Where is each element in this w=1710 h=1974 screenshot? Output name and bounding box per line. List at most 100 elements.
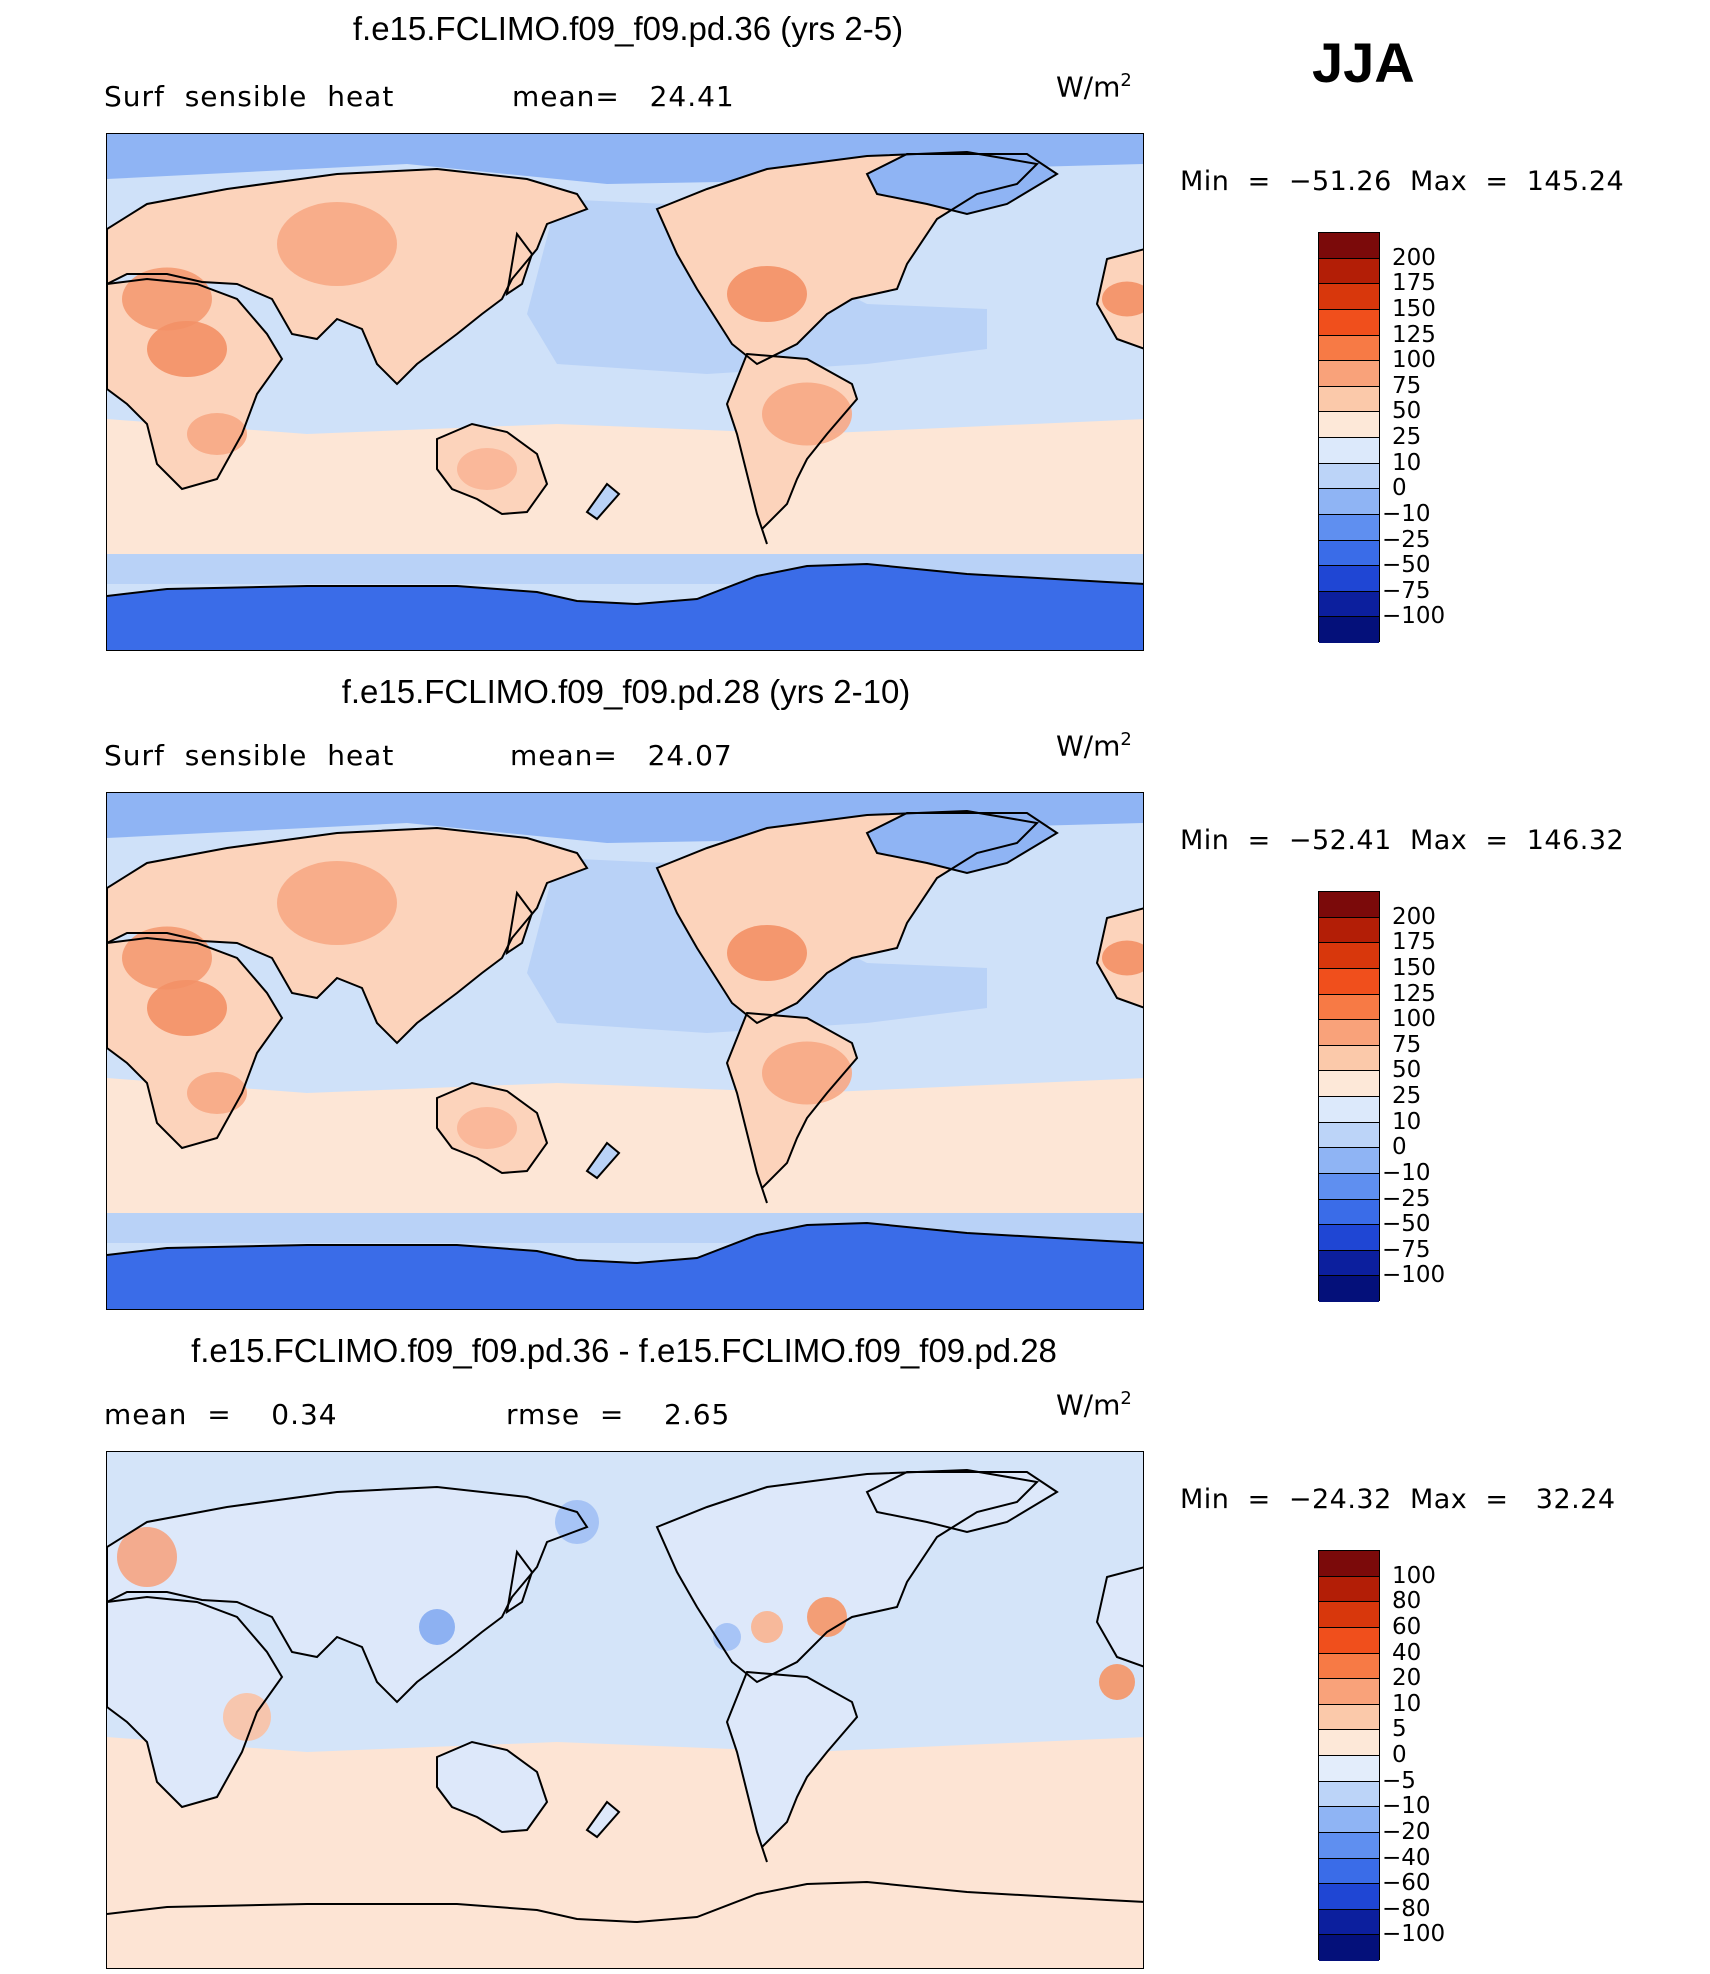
colorbar-tick-label: 75 — [1392, 372, 1422, 399]
land-nz — [587, 484, 619, 519]
min-max-label: Min = −52.41 Max = 146.32 — [1180, 825, 1625, 856]
land-nz — [587, 1802, 619, 1837]
colorbar-tick-label: 150 — [1392, 295, 1436, 322]
colorbar-tick-label: 175 — [1392, 929, 1436, 956]
land-greenland — [867, 1472, 1057, 1532]
coastline-samerica — [725, 1011, 859, 1204]
zonal-band — [107, 419, 1143, 574]
heat-blob — [187, 413, 247, 455]
coastline-antarctica — [107, 1880, 1143, 1924]
land-nz — [587, 1143, 619, 1178]
coastline-nz — [585, 482, 621, 521]
land-greenland — [867, 154, 1057, 214]
coastline-japan — [505, 1549, 534, 1615]
colorbar-swatch — [1319, 1250, 1379, 1277]
heat-blob — [457, 1107, 517, 1149]
coastline-africa — [107, 936, 284, 1150]
coastline-greenland — [865, 812, 1059, 875]
colorbar-swatch — [1319, 1704, 1379, 1731]
colorbar-swatch — [1319, 1602, 1379, 1628]
colorbar-tick-label: 40 — [1392, 1639, 1422, 1666]
colorbar-tick-label: −75 — [1382, 1236, 1431, 1263]
coastline-greenland — [865, 1471, 1059, 1534]
coastline-samerica — [725, 352, 859, 545]
colorbar-tick-label: 0 — [1392, 1134, 1407, 1161]
colorbar-tick-label: 100 — [1392, 347, 1436, 374]
coastline-africa — [107, 277, 284, 491]
colorbar-swatch — [1319, 540, 1379, 567]
colorbar — [1318, 1550, 1380, 1961]
colorbar-swatch — [1319, 1781, 1379, 1808]
panel-title: f.e15.FCLIMO.f09_f09.pd.36 - f.e15.FCLIM… — [191, 1332, 1057, 1369]
anomaly-blob — [751, 1611, 783, 1643]
colorbar-tick-label: −10 — [1382, 500, 1431, 527]
colorbar-tick-label: 10 — [1392, 1690, 1422, 1717]
coastline-nz — [585, 1141, 621, 1180]
colorbar-tick-label: 25 — [1392, 424, 1422, 450]
colorbar-swatch — [1319, 1935, 1379, 1961]
world-map — [107, 793, 1143, 1309]
colorbar-tick-label: −75 — [1382, 577, 1431, 604]
min-max-label: Min = −51.26 Max = 145.24 — [1180, 166, 1625, 197]
colorbar-swatch — [1319, 1807, 1379, 1833]
colorbar-tick-label: 125 — [1392, 980, 1436, 1007]
colorbar-swatch — [1319, 968, 1379, 995]
colorbar-tick-label: −50 — [1382, 552, 1431, 579]
zonal-band — [107, 1078, 1143, 1233]
colorbar-tick-label: −40 — [1382, 1844, 1431, 1871]
colorbar-swatch — [1319, 1756, 1379, 1782]
colorbar-tick-label: 20 — [1392, 1665, 1422, 1692]
coastline-antarctica — [107, 1221, 1143, 1265]
colorbar-swatch — [1319, 566, 1379, 592]
colorbar-swatch — [1319, 943, 1379, 969]
world-map — [107, 1452, 1143, 1968]
map-panel-3 — [106, 1451, 1144, 1969]
colorbar-tick-label: −20 — [1382, 1818, 1431, 1845]
colorbar-swatch — [1319, 386, 1379, 413]
anomaly-blob — [223, 1693, 271, 1741]
rmse-label: rmse = 2.65 — [506, 1398, 731, 1431]
colorbar-swatch — [1319, 994, 1379, 1021]
zonal-band — [107, 1737, 1143, 1892]
heat-blob — [762, 1041, 852, 1105]
colorbar-tick-label: 80 — [1392, 1588, 1422, 1615]
coastline-namerica — [655, 150, 1040, 366]
heat-blob — [727, 925, 807, 981]
colorbar-swatch — [1319, 233, 1379, 259]
colorbar-tick-label: 200 — [1392, 244, 1436, 271]
coastline-eurasia — [107, 1485, 589, 1704]
coastline-nz — [585, 1800, 621, 1839]
colorbar-swatch — [1319, 1627, 1379, 1654]
colorbar-swatch — [1319, 1858, 1379, 1885]
heat-blob — [187, 1072, 247, 1114]
land-antarctica — [107, 1882, 1143, 1968]
colorbar-swatch — [1319, 1173, 1379, 1200]
colorbar-tick-label: −100 — [1382, 603, 1446, 630]
colorbar-tick-label: 0 — [1392, 1742, 1407, 1768]
heat-blob — [147, 980, 227, 1036]
colorbar-swatch — [1319, 335, 1379, 362]
colorbar-tick-label: −50 — [1382, 1211, 1431, 1238]
coastline-eurasia — [107, 167, 589, 386]
colorbar-swatch — [1319, 1071, 1379, 1097]
units-label: W/m2 — [1056, 1388, 1132, 1422]
map-panel-2 — [106, 792, 1144, 1310]
heat-blob — [277, 861, 397, 945]
heat-blob — [147, 321, 227, 377]
heat-blob — [727, 266, 807, 322]
colorbar-swatch — [1319, 412, 1379, 438]
units-label: W/m2 — [1056, 70, 1132, 104]
colorbar — [1318, 232, 1380, 643]
colorbar-swatch — [1319, 1020, 1379, 1046]
colorbar-swatch — [1319, 489, 1379, 515]
coastline-japan — [505, 231, 534, 297]
colorbar-tick-label: −60 — [1382, 1870, 1431, 1897]
colorbar-swatch — [1319, 1122, 1379, 1149]
colorbar-swatch — [1319, 1909, 1379, 1936]
colorbar-tick-label: 150 — [1392, 954, 1436, 981]
colorbar-swatch — [1319, 591, 1379, 618]
colorbar-swatch — [1319, 1730, 1379, 1756]
colorbar-tick-label: 5 — [1392, 1716, 1407, 1743]
coastline-australia — [436, 422, 549, 516]
land-eurasia — [107, 1487, 587, 1702]
